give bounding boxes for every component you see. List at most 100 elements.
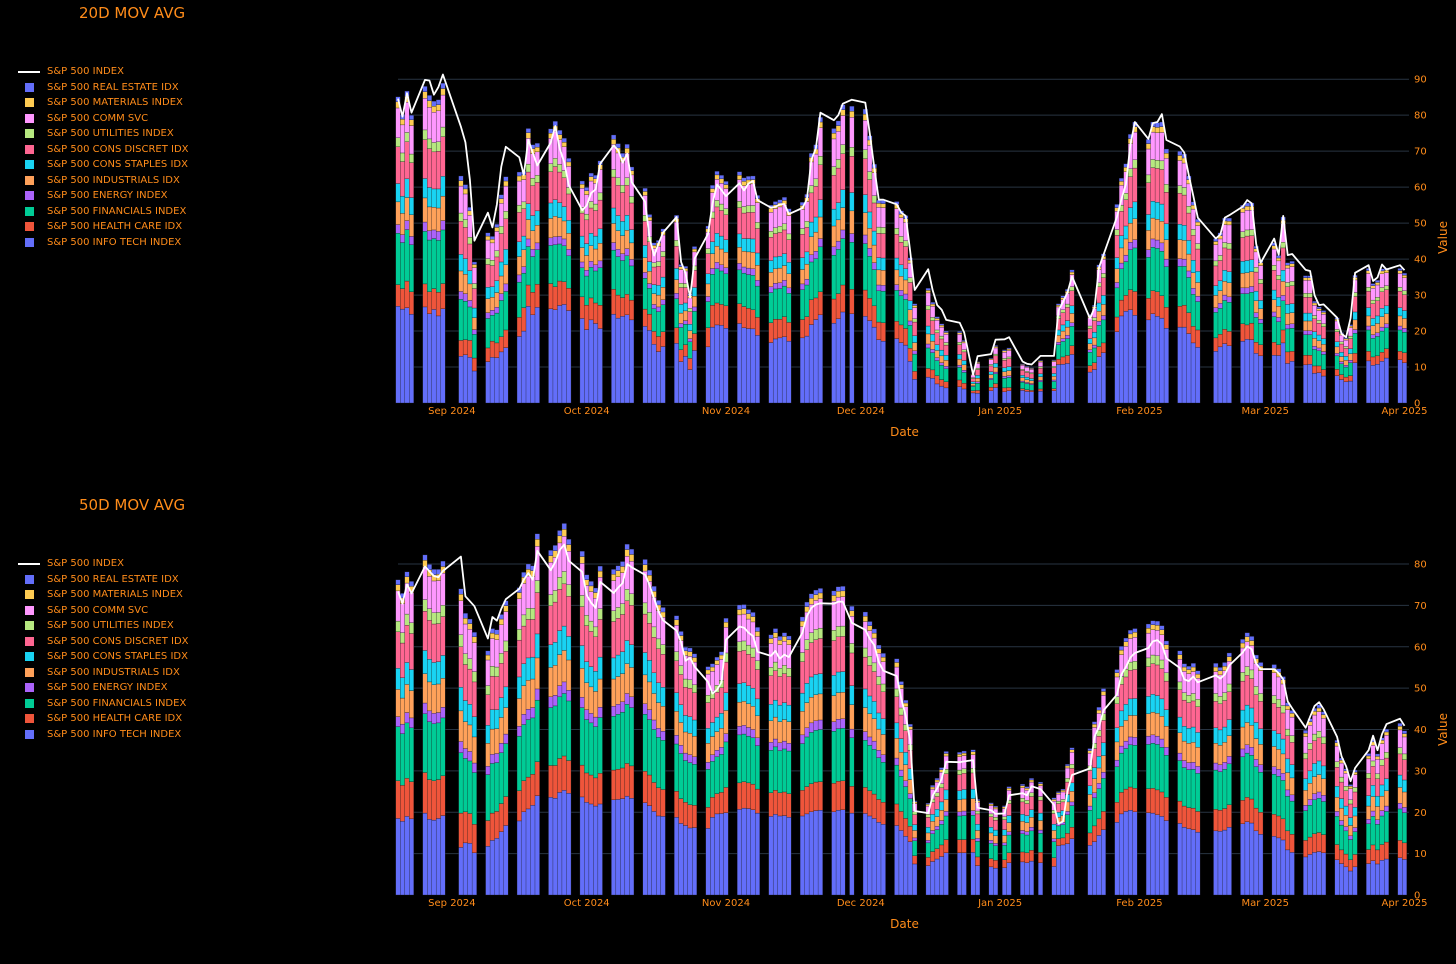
bar-segment bbox=[679, 313, 684, 323]
bar-segment bbox=[396, 818, 401, 895]
bar-segment bbox=[589, 202, 594, 208]
bar-segment bbox=[1164, 192, 1169, 224]
bar-segment bbox=[1178, 193, 1183, 224]
bar-segment bbox=[1384, 752, 1389, 758]
bar-segment bbox=[396, 184, 401, 202]
bar-segment bbox=[1398, 726, 1403, 730]
x-axis-title: Date bbox=[890, 917, 919, 931]
bar-segment bbox=[629, 230, 634, 243]
bar-segment bbox=[746, 206, 751, 212]
bar-segment bbox=[814, 640, 819, 675]
bar-segment bbox=[814, 259, 819, 298]
bar-segment bbox=[1321, 312, 1326, 314]
bar-segment bbox=[504, 687, 509, 708]
bar-segment bbox=[1115, 704, 1120, 728]
bar-segment bbox=[1007, 816, 1012, 823]
bar-segment bbox=[962, 816, 967, 840]
bar-segment bbox=[441, 137, 446, 177]
bar-segment bbox=[1218, 745, 1223, 764]
bar-segment bbox=[769, 816, 774, 895]
bar-segment bbox=[1335, 746, 1340, 762]
bar-segment bbox=[899, 265, 904, 277]
bar-segment bbox=[1254, 301, 1259, 313]
bar-segment bbox=[1384, 306, 1389, 314]
bar-segment bbox=[1213, 245, 1218, 261]
bar-segment bbox=[463, 624, 468, 654]
bar-segment bbox=[531, 774, 536, 805]
bar-segment bbox=[427, 107, 432, 139]
bar-segment bbox=[490, 236, 495, 239]
bar-segment bbox=[1218, 671, 1223, 675]
bar-segment bbox=[557, 686, 562, 697]
bar-segment bbox=[620, 652, 625, 674]
bar-segment bbox=[1240, 288, 1245, 294]
bar-segment bbox=[656, 307, 661, 312]
bar-segment bbox=[557, 244, 562, 281]
bar-segment bbox=[495, 224, 500, 227]
bar-segment bbox=[962, 769, 967, 774]
bar-segment bbox=[930, 304, 935, 306]
bar-segment bbox=[1348, 336, 1353, 339]
bar-segment bbox=[652, 782, 657, 811]
bar-segment bbox=[674, 693, 679, 712]
bar-segment bbox=[557, 305, 562, 403]
bar-segment bbox=[939, 324, 944, 325]
bar-segment bbox=[459, 753, 464, 813]
bar-segment bbox=[751, 310, 756, 329]
bar-segment bbox=[1344, 806, 1349, 815]
bar-segment bbox=[468, 284, 473, 301]
bar-segment bbox=[409, 670, 414, 691]
bar-segment bbox=[962, 383, 967, 389]
bar-segment bbox=[629, 645, 634, 668]
bar-segment bbox=[993, 843, 998, 845]
bar-segment bbox=[1124, 741, 1129, 748]
bar-segment bbox=[1119, 269, 1124, 300]
bar-segment bbox=[1245, 822, 1250, 895]
bar-segment bbox=[611, 679, 616, 706]
bar-segment bbox=[490, 239, 495, 243]
bar-segment bbox=[396, 306, 401, 403]
bar-segment bbox=[1276, 734, 1281, 750]
bar-segment bbox=[1133, 632, 1138, 637]
x-tick-label: Mar 2025 bbox=[1241, 406, 1289, 417]
bar-segment bbox=[1025, 816, 1030, 823]
bar-segment bbox=[486, 846, 491, 895]
bar-segment bbox=[1061, 825, 1066, 838]
bar-segment bbox=[625, 641, 630, 664]
bar-segment bbox=[1151, 655, 1156, 664]
bar-segment bbox=[1155, 744, 1160, 790]
bar-segment bbox=[1272, 249, 1277, 265]
bar-segment bbox=[1245, 261, 1250, 273]
bar-segment bbox=[903, 752, 908, 764]
bar-segment bbox=[643, 258, 648, 273]
bar-segment bbox=[652, 304, 657, 308]
bar-segment bbox=[1371, 318, 1376, 325]
bar-segment bbox=[1065, 811, 1070, 814]
bar-segment bbox=[989, 814, 994, 817]
bar-segment bbox=[805, 640, 810, 650]
bar-segment bbox=[903, 765, 908, 781]
bar-segment bbox=[1178, 259, 1183, 267]
bar-segment bbox=[881, 684, 886, 692]
bar-segment bbox=[625, 544, 630, 549]
bar-segment bbox=[800, 290, 805, 320]
bar-segment bbox=[832, 731, 837, 783]
bar-segment bbox=[715, 325, 720, 403]
bar-segment bbox=[1187, 743, 1192, 762]
bar-segment bbox=[1070, 287, 1075, 291]
bar-segment bbox=[1402, 859, 1407, 895]
bar-segment bbox=[1124, 239, 1129, 255]
bar-segment bbox=[499, 698, 504, 718]
bar-segment bbox=[751, 275, 756, 310]
bar-segment bbox=[688, 805, 693, 828]
bar-segment bbox=[876, 270, 881, 285]
bar-segment bbox=[751, 784, 756, 810]
bar-segment bbox=[1128, 670, 1133, 699]
bar-segment bbox=[535, 689, 540, 700]
bar-segment bbox=[1353, 320, 1358, 330]
bar-segment bbox=[423, 92, 428, 98]
bar-segment bbox=[674, 744, 679, 791]
bar-segment bbox=[782, 749, 787, 792]
bar-segment bbox=[1002, 868, 1007, 895]
bar-segment bbox=[1025, 863, 1030, 895]
